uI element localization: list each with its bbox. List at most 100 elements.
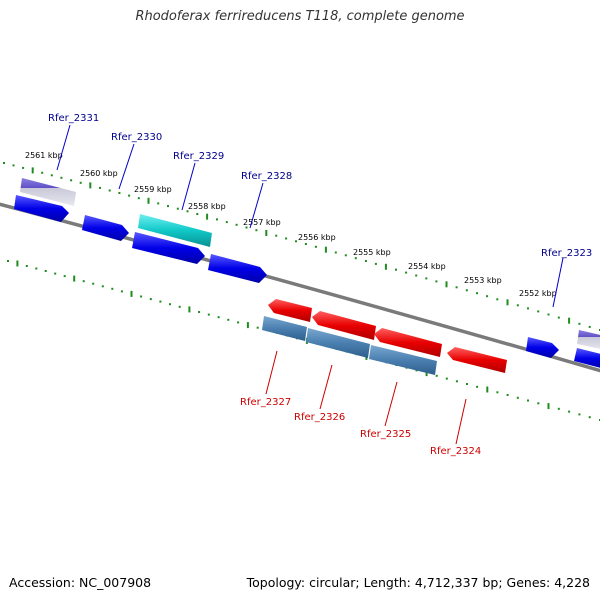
scale-tick bbox=[216, 218, 218, 221]
scale-tick bbox=[130, 290, 133, 297]
scale-tick bbox=[167, 205, 169, 208]
scale-tick bbox=[465, 289, 468, 292]
scale-tick bbox=[237, 321, 240, 324]
scale-tick bbox=[527, 399, 529, 402]
scale-tick bbox=[344, 254, 347, 257]
gene-reverse-rfer-2324[interactable] bbox=[447, 347, 507, 373]
scale-tick bbox=[147, 197, 150, 204]
cds-reverse[interactable] bbox=[262, 316, 307, 341]
accession-text: Accession: NC_007908 bbox=[9, 575, 152, 590]
scale-tick bbox=[31, 167, 34, 174]
scale-tick bbox=[537, 310, 540, 313]
scale-tick bbox=[207, 313, 210, 316]
gene-reverse-rfer-2326[interactable] bbox=[312, 311, 376, 340]
scale-tick bbox=[206, 213, 209, 220]
scale-tick bbox=[246, 322, 249, 329]
scale-tick bbox=[527, 307, 529, 310]
scale-tick bbox=[568, 317, 571, 324]
scale-tick bbox=[108, 189, 111, 192]
gene-leader-lines-top bbox=[56, 124, 564, 308]
scale-label: 2554 kbp bbox=[408, 262, 446, 271]
scale-tick bbox=[176, 207, 179, 210]
scale-tick bbox=[186, 210, 189, 213]
scale-label: 2552 kbp bbox=[519, 289, 557, 298]
scale-tick bbox=[516, 304, 519, 307]
genome-summary-text: Topology: circular; Length: 4,712,337 bp… bbox=[246, 575, 590, 590]
gene-label-rfer-2326[interactable]: Rfer_2326 bbox=[294, 412, 345, 423]
scale-tick bbox=[41, 171, 44, 174]
scale-label: 2557 kbp bbox=[243, 218, 281, 227]
cds-reverse[interactable] bbox=[369, 345, 437, 375]
scale-tick bbox=[140, 295, 143, 298]
gene-label-rfer-2325[interactable]: Rfer_2325 bbox=[360, 429, 411, 440]
scale-tick bbox=[255, 229, 258, 232]
scale-tick bbox=[435, 374, 438, 377]
scale-tick bbox=[578, 322, 581, 325]
scale-tick bbox=[486, 386, 489, 393]
scale-tick bbox=[3, 162, 5, 164]
gene-label-rfer-2323[interactable]: Rfer_2323 bbox=[541, 248, 592, 259]
scale-label: 2559 kbp bbox=[134, 185, 172, 194]
scale-tick bbox=[435, 280, 438, 283]
scale-tick bbox=[16, 260, 19, 267]
scale-tick bbox=[217, 316, 220, 319]
gene-label-rfer-2328[interactable]: Rfer_2328 bbox=[241, 171, 292, 182]
scale-tick bbox=[314, 245, 317, 248]
scale-tick bbox=[256, 326, 259, 329]
scale-tick bbox=[149, 298, 152, 301]
scale-tick bbox=[455, 286, 458, 289]
scale-tick bbox=[265, 230, 268, 236]
cds-reverse[interactable] bbox=[306, 328, 370, 358]
gene-label-rfer-2329[interactable]: Rfer_2329 bbox=[173, 151, 224, 162]
scale-tick bbox=[588, 416, 591, 419]
scale-tick bbox=[405, 271, 408, 274]
scale-tick bbox=[578, 413, 581, 416]
gene-label-rfer-2330[interactable]: Rfer_2330 bbox=[111, 132, 162, 143]
scale-tick bbox=[455, 380, 458, 383]
gene-label-rfer-2327[interactable]: Rfer_2327 bbox=[240, 397, 291, 408]
scale-tick bbox=[425, 370, 428, 377]
gene-feature-rfer-2331[interactable] bbox=[20, 178, 76, 206]
gene-feature-rfer-2323[interactable] bbox=[577, 330, 600, 350]
scale-tick bbox=[295, 240, 297, 243]
scale-tick bbox=[235, 223, 238, 226]
scale-tick bbox=[476, 292, 478, 295]
gene-forward[interactable] bbox=[526, 337, 559, 358]
gene-reverse-rfer-2325[interactable] bbox=[374, 328, 442, 357]
scale-tick bbox=[275, 234, 278, 237]
scale-tick bbox=[496, 298, 499, 301]
scale-tick bbox=[415, 274, 418, 277]
gene-leader-lines-bottom bbox=[265, 350, 467, 445]
genome-title: Rhodoferax ferrireducens T118, complete … bbox=[135, 9, 465, 24]
scale-tick bbox=[547, 313, 550, 316]
scale-tick bbox=[245, 226, 248, 229]
gene-label-rfer-2331[interactable]: Rfer_2331 bbox=[48, 113, 99, 124]
scale-tick bbox=[506, 299, 509, 306]
gene-forward[interactable] bbox=[14, 195, 69, 222]
gene-reverse-rfer-2327[interactable] bbox=[268, 299, 312, 322]
gene-forward[interactable] bbox=[82, 215, 129, 241]
scale-tick bbox=[44, 270, 47, 272]
gene-forward[interactable] bbox=[208, 254, 267, 283]
scale-tick bbox=[374, 262, 377, 265]
genome-backbone bbox=[0, 202, 600, 373]
scale-tick bbox=[101, 285, 104, 288]
scale-tick bbox=[35, 267, 38, 270]
scale-label: 2558 kbp bbox=[188, 202, 226, 211]
scale-tick bbox=[7, 260, 9, 262]
scale-tick bbox=[70, 179, 73, 182]
scale-tick bbox=[188, 306, 191, 313]
scale-tick bbox=[12, 164, 15, 167]
scale-tick bbox=[60, 176, 63, 179]
gene-forward[interactable] bbox=[132, 232, 205, 264]
scale-tick bbox=[537, 402, 540, 405]
gene-rna-rfer-2329[interactable] bbox=[138, 214, 212, 247]
scale-tick bbox=[285, 237, 288, 240]
gene-label-rfer-2324[interactable]: Rfer_2324 bbox=[430, 446, 481, 457]
scale-tick bbox=[50, 174, 53, 177]
gene-forward[interactable] bbox=[574, 348, 600, 369]
scale-tick bbox=[22, 166, 25, 169]
scale-tick bbox=[496, 391, 499, 394]
scale-tick bbox=[73, 275, 76, 282]
